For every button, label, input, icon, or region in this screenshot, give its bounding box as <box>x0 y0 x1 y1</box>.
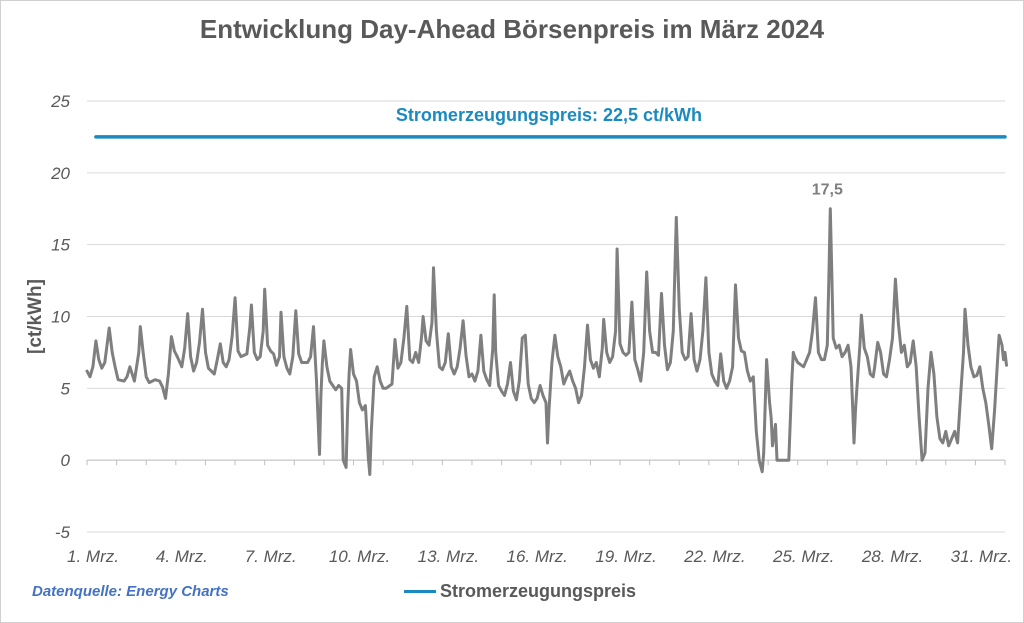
x-tick-label: 10. Mrz. <box>329 547 390 566</box>
x-tick-label: 1. Mrz. <box>67 547 119 566</box>
x-tick-label: 4. Mrz. <box>156 547 208 566</box>
legend-label: Stromerzeugungspreis <box>440 580 637 601</box>
x-tick-label: 31. Mrz. <box>951 547 1012 566</box>
y-tick-label: 10 <box>51 308 70 327</box>
y-tick-label: 15 <box>51 236 70 255</box>
x-tick-label: 7. Mrz. <box>245 547 297 566</box>
chart-title: Entwicklung Day-Ahead Börsenpreis im Mär… <box>199 14 825 44</box>
y-tick-label: 20 <box>50 164 70 183</box>
annotation-peak-value: 17,5 <box>812 181 843 198</box>
y-axis-title: [ct/kWh] <box>25 279 46 354</box>
y-tick-label: -5 <box>55 523 71 542</box>
legend-swatch <box>404 589 436 593</box>
y-tick-label: 0 <box>61 451 71 470</box>
legend: Stromerzeugungspreis <box>404 580 636 602</box>
y-tick-label: 5 <box>61 379 71 398</box>
y-tick-label: 25 <box>50 92 70 111</box>
data-source-note: Datenquelle: Energy Charts <box>32 583 229 600</box>
x-tick-label: 19. Mrz. <box>595 547 656 566</box>
series-line-boersenpreis <box>85 207 1008 476</box>
x-tick-label: 28. Mrz. <box>861 547 923 566</box>
annotation-stromerzeugungspreis: Stromerzeugungspreis: 22,5 ct/kWh <box>396 105 702 125</box>
x-tick-label: 22. Mrz. <box>683 547 745 566</box>
x-tick-label: 16. Mrz. <box>506 547 567 566</box>
x-tick-label: 25. Mrz. <box>772 547 834 566</box>
x-tick-label: 13. Mrz. <box>418 547 479 566</box>
